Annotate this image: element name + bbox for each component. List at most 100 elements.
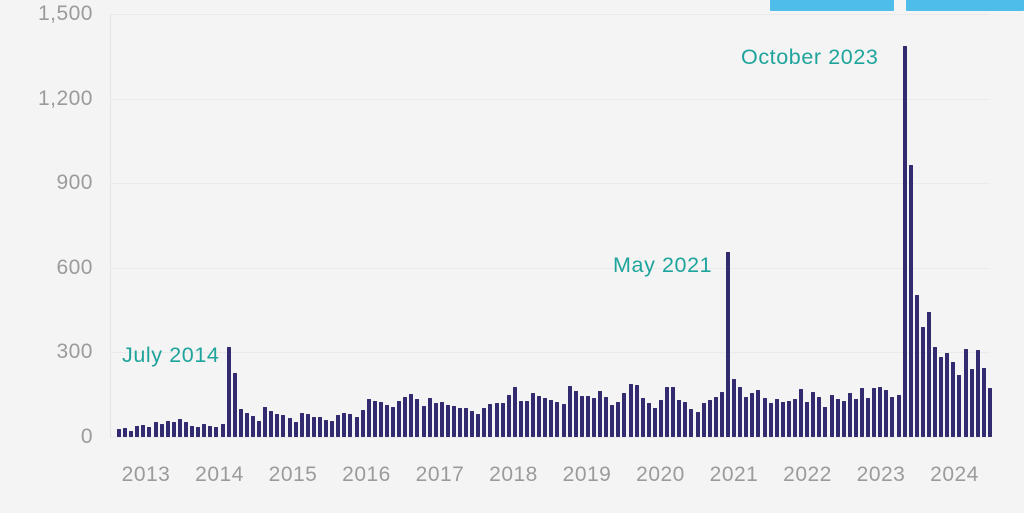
- bar-month-73: [561, 404, 566, 437]
- bar-month-123: [866, 398, 871, 437]
- bar-month-110: [786, 400, 791, 437]
- bar-month-83: [622, 393, 627, 437]
- bar-month-28: [287, 418, 292, 437]
- bar-month-79: [598, 391, 603, 437]
- x-tick-label: 2014: [195, 463, 244, 486]
- bar-month-140: [969, 369, 974, 437]
- bar-month-49: [415, 399, 420, 437]
- x-tick-label: 2022: [783, 463, 832, 486]
- gridline: [110, 352, 990, 354]
- bar-month-21: [244, 412, 249, 437]
- bar-month-12: [190, 426, 195, 437]
- bar-month-57: [464, 407, 469, 437]
- bar-month-69: [537, 395, 542, 437]
- bar-month-41: [366, 398, 371, 437]
- bar-month-122: [859, 387, 864, 437]
- annotation-may-2021: May 2021: [613, 253, 713, 277]
- bar-month-70: [543, 397, 548, 437]
- top-right-button-partial-2[interactable]: [906, 0, 1024, 11]
- bar-month-44: [384, 405, 389, 437]
- bar-month-7: [159, 424, 164, 437]
- bar-month-103: [744, 396, 749, 437]
- bar-month-114: [811, 391, 816, 437]
- bar-month-47: [403, 397, 408, 437]
- bar-month-72: [555, 402, 560, 437]
- bar-month-60: [482, 408, 487, 437]
- bar-month-52: [433, 402, 438, 437]
- bar-month-24: [263, 407, 268, 437]
- bar-month-3: [135, 425, 140, 437]
- bar-month-82: [616, 401, 621, 437]
- bar-month-111: [792, 399, 797, 437]
- bar-month-76: [579, 395, 584, 437]
- bar-month-14: [202, 423, 207, 437]
- top-right-button-partial-1[interactable]: [770, 0, 894, 11]
- y-tick-label: 600: [56, 255, 93, 279]
- x-tick-label: 2020: [636, 463, 685, 486]
- bar-month-43: [378, 402, 383, 437]
- gridline: [110, 14, 990, 15]
- bar-month-93: [683, 402, 688, 437]
- bar-month-22: [250, 415, 255, 437]
- bar-month-112: [799, 389, 804, 437]
- bar-month-115: [817, 397, 822, 437]
- bar-month-87: [646, 403, 651, 437]
- x-tick-label: 2019: [562, 463, 612, 486]
- bar-month-50: [421, 405, 426, 437]
- bar-month-45: [391, 407, 396, 437]
- bar-month-130: [908, 164, 913, 437]
- bar-month-30: [299, 413, 304, 437]
- x-tick-label: 2017: [415, 463, 465, 486]
- bar-month-74: [567, 385, 572, 437]
- bar-month-124: [872, 388, 877, 437]
- bar-month-26: [275, 413, 280, 437]
- bar-month-66: [518, 400, 523, 437]
- bar-month-104: [750, 393, 755, 437]
- bar-month-91: [671, 387, 676, 437]
- bar-month-101: [732, 379, 737, 437]
- bar-month-143: [987, 387, 992, 437]
- bar-month-59: [476, 413, 481, 437]
- bar-month-113: [805, 402, 810, 437]
- bar-month-85: [634, 385, 639, 437]
- bar-month-0: [117, 428, 121, 437]
- bar-month-58: [470, 411, 475, 437]
- x-tick-label: 2018: [489, 463, 538, 486]
- bar-month-97: [707, 400, 712, 437]
- bar-month-132: [920, 327, 925, 437]
- bar-month-120: [847, 393, 852, 437]
- bar-month-78: [592, 398, 597, 437]
- bar-month-121: [853, 399, 858, 437]
- bar-month-107: [768, 402, 773, 437]
- bar-month-95: [695, 412, 700, 437]
- x-tick-label: 2024: [930, 463, 979, 486]
- bar-month-61: [488, 404, 493, 437]
- bar-month-68: [531, 393, 536, 437]
- bar-month-48: [409, 394, 414, 437]
- y-axis-line: [110, 14, 111, 437]
- bar-month-40: [360, 409, 365, 437]
- y-tick-label: 1,500: [37, 2, 93, 25]
- bar-month-18: [226, 346, 231, 437]
- bar-month-55: [451, 406, 456, 437]
- gridline: [110, 437, 990, 438]
- bar-month-29: [293, 422, 298, 437]
- bar-month-92: [677, 400, 682, 437]
- bar-month-15: [208, 425, 213, 437]
- bar-month-10: [177, 419, 182, 437]
- bar-month-133: [926, 312, 931, 437]
- x-tick-label: 2015: [268, 463, 318, 486]
- bar-month-9: [171, 422, 176, 437]
- bar-month-16: [214, 427, 219, 437]
- bar-month-31: [305, 413, 310, 437]
- bar-month-131: [914, 294, 919, 437]
- gridline: [110, 267, 990, 269]
- x-tick-label: 2016: [342, 463, 391, 486]
- bar-month-100: [726, 252, 730, 437]
- bar-month-105: [756, 389, 761, 437]
- bar-month-17: [220, 424, 225, 437]
- bar-month-108: [774, 399, 779, 437]
- y-tick-label: 0: [80, 425, 93, 448]
- bar-month-53: [439, 401, 444, 437]
- bar-month-20: [238, 409, 243, 437]
